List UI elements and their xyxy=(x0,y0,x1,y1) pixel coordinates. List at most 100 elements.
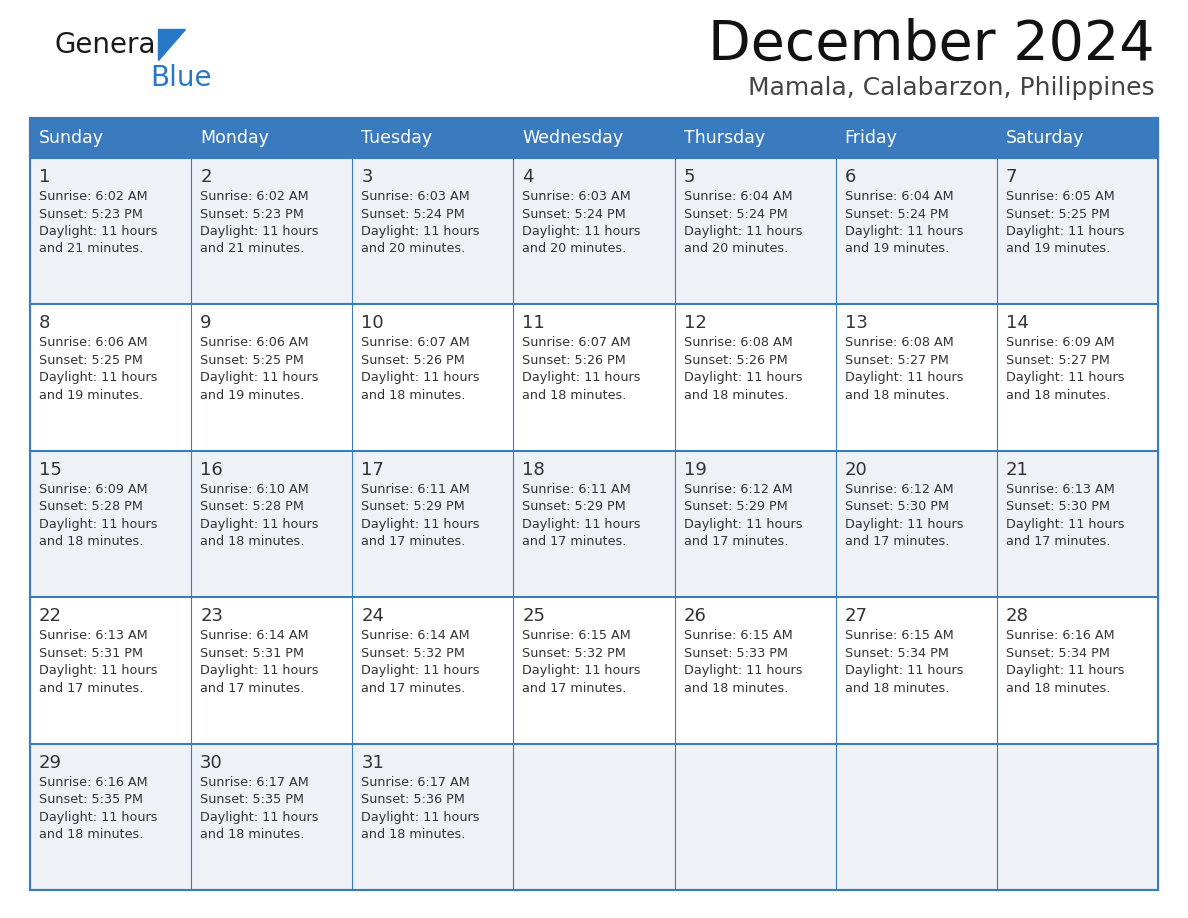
Text: Sunset: 5:28 PM: Sunset: 5:28 PM xyxy=(39,500,143,513)
Text: Daylight: 11 hours: Daylight: 11 hours xyxy=(523,225,642,238)
Text: Sunrise: 6:08 AM: Sunrise: 6:08 AM xyxy=(683,336,792,350)
Text: Sunset: 5:28 PM: Sunset: 5:28 PM xyxy=(200,500,304,513)
Text: Sunset: 5:30 PM: Sunset: 5:30 PM xyxy=(845,500,949,513)
Text: Sunrise: 6:04 AM: Sunrise: 6:04 AM xyxy=(845,190,953,203)
Text: Daylight: 11 hours: Daylight: 11 hours xyxy=(683,518,802,531)
Text: and 18 minutes.: and 18 minutes. xyxy=(683,682,788,695)
Text: and 17 minutes.: and 17 minutes. xyxy=(845,535,949,548)
Text: Daylight: 11 hours: Daylight: 11 hours xyxy=(1006,665,1124,677)
Text: 4: 4 xyxy=(523,168,533,186)
Text: Wednesday: Wednesday xyxy=(523,129,624,147)
Text: Daylight: 11 hours: Daylight: 11 hours xyxy=(361,665,480,677)
Text: Daylight: 11 hours: Daylight: 11 hours xyxy=(683,665,802,677)
Text: Sunrise: 6:06 AM: Sunrise: 6:06 AM xyxy=(200,336,309,350)
Text: and 18 minutes.: and 18 minutes. xyxy=(361,389,466,402)
Text: Friday: Friday xyxy=(845,129,898,147)
Text: Sunset: 5:25 PM: Sunset: 5:25 PM xyxy=(200,354,304,367)
Text: 12: 12 xyxy=(683,314,707,332)
Text: Sunset: 5:35 PM: Sunset: 5:35 PM xyxy=(39,793,143,806)
Text: 6: 6 xyxy=(845,168,857,186)
Text: Sunrise: 6:04 AM: Sunrise: 6:04 AM xyxy=(683,190,792,203)
Text: and 18 minutes.: and 18 minutes. xyxy=(683,389,788,402)
Text: 5: 5 xyxy=(683,168,695,186)
Text: and 20 minutes.: and 20 minutes. xyxy=(523,242,627,255)
Text: 21: 21 xyxy=(1006,461,1029,479)
Text: 10: 10 xyxy=(361,314,384,332)
Text: Sunrise: 6:10 AM: Sunrise: 6:10 AM xyxy=(200,483,309,496)
Text: Sunrise: 6:09 AM: Sunrise: 6:09 AM xyxy=(1006,336,1114,350)
Text: Monday: Monday xyxy=(200,129,268,147)
Text: and 17 minutes.: and 17 minutes. xyxy=(361,682,466,695)
Text: and 18 minutes.: and 18 minutes. xyxy=(845,389,949,402)
Text: December 2024: December 2024 xyxy=(708,18,1155,72)
Bar xyxy=(675,118,835,158)
Text: Tuesday: Tuesday xyxy=(361,129,432,147)
Text: 13: 13 xyxy=(845,314,867,332)
Text: 25: 25 xyxy=(523,607,545,625)
Text: Daylight: 11 hours: Daylight: 11 hours xyxy=(39,518,158,531)
Bar xyxy=(30,118,1158,158)
Bar xyxy=(513,118,675,158)
Text: Daylight: 11 hours: Daylight: 11 hours xyxy=(845,518,963,531)
Text: and 21 minutes.: and 21 minutes. xyxy=(200,242,304,255)
Text: Sunrise: 6:14 AM: Sunrise: 6:14 AM xyxy=(361,629,470,643)
Text: 15: 15 xyxy=(39,461,62,479)
Text: Sunrise: 6:13 AM: Sunrise: 6:13 AM xyxy=(1006,483,1114,496)
Text: Sunset: 5:29 PM: Sunset: 5:29 PM xyxy=(361,500,465,513)
Text: 14: 14 xyxy=(1006,314,1029,332)
Text: Sunrise: 6:02 AM: Sunrise: 6:02 AM xyxy=(39,190,147,203)
Bar xyxy=(30,118,1158,890)
Text: 9: 9 xyxy=(200,314,211,332)
Text: Sunset: 5:34 PM: Sunset: 5:34 PM xyxy=(1006,646,1110,660)
Text: Sunset: 5:24 PM: Sunset: 5:24 PM xyxy=(361,207,465,220)
Text: Sunset: 5:33 PM: Sunset: 5:33 PM xyxy=(683,646,788,660)
Text: 30: 30 xyxy=(200,754,223,772)
Text: Daylight: 11 hours: Daylight: 11 hours xyxy=(200,811,318,823)
Text: and 18 minutes.: and 18 minutes. xyxy=(39,828,144,841)
Text: Sunset: 5:27 PM: Sunset: 5:27 PM xyxy=(845,354,948,367)
Bar xyxy=(30,118,191,158)
Text: Sunrise: 6:15 AM: Sunrise: 6:15 AM xyxy=(523,629,631,643)
Text: Daylight: 11 hours: Daylight: 11 hours xyxy=(39,665,158,677)
Text: Sunrise: 6:12 AM: Sunrise: 6:12 AM xyxy=(845,483,953,496)
Text: 2: 2 xyxy=(200,168,211,186)
Bar xyxy=(353,118,513,158)
Text: 19: 19 xyxy=(683,461,707,479)
Text: Daylight: 11 hours: Daylight: 11 hours xyxy=(361,811,480,823)
Text: Daylight: 11 hours: Daylight: 11 hours xyxy=(200,665,318,677)
Bar xyxy=(30,158,1158,305)
Text: and 18 minutes.: and 18 minutes. xyxy=(845,682,949,695)
Text: and 18 minutes.: and 18 minutes. xyxy=(361,828,466,841)
Text: 17: 17 xyxy=(361,461,384,479)
Bar xyxy=(997,118,1158,158)
Text: and 18 minutes.: and 18 minutes. xyxy=(200,535,304,548)
Text: 8: 8 xyxy=(39,314,50,332)
Text: Sunset: 5:35 PM: Sunset: 5:35 PM xyxy=(200,793,304,806)
Text: Sunrise: 6:13 AM: Sunrise: 6:13 AM xyxy=(39,629,147,643)
Text: Daylight: 11 hours: Daylight: 11 hours xyxy=(845,225,963,238)
Text: and 18 minutes.: and 18 minutes. xyxy=(1006,389,1111,402)
Bar xyxy=(30,451,1158,598)
Bar xyxy=(30,744,1158,890)
Text: and 19 minutes.: and 19 minutes. xyxy=(845,242,949,255)
Polygon shape xyxy=(158,29,185,60)
Text: and 20 minutes.: and 20 minutes. xyxy=(361,242,466,255)
Text: Daylight: 11 hours: Daylight: 11 hours xyxy=(523,518,642,531)
Text: Daylight: 11 hours: Daylight: 11 hours xyxy=(200,225,318,238)
Text: and 18 minutes.: and 18 minutes. xyxy=(1006,682,1111,695)
Text: Sunrise: 6:03 AM: Sunrise: 6:03 AM xyxy=(361,190,470,203)
Text: 24: 24 xyxy=(361,607,384,625)
Text: and 18 minutes.: and 18 minutes. xyxy=(200,828,304,841)
Text: and 17 minutes.: and 17 minutes. xyxy=(523,682,627,695)
Text: 31: 31 xyxy=(361,754,384,772)
Text: Sunrise: 6:15 AM: Sunrise: 6:15 AM xyxy=(845,629,954,643)
Text: Sunset: 5:34 PM: Sunset: 5:34 PM xyxy=(845,646,948,660)
Text: 11: 11 xyxy=(523,314,545,332)
Text: 20: 20 xyxy=(845,461,867,479)
Text: and 17 minutes.: and 17 minutes. xyxy=(683,535,788,548)
Text: Sunset: 5:30 PM: Sunset: 5:30 PM xyxy=(1006,500,1110,513)
Text: Sunrise: 6:05 AM: Sunrise: 6:05 AM xyxy=(1006,190,1114,203)
Text: and 19 minutes.: and 19 minutes. xyxy=(39,389,144,402)
Text: Sunrise: 6:17 AM: Sunrise: 6:17 AM xyxy=(361,776,470,789)
Text: Sunset: 5:29 PM: Sunset: 5:29 PM xyxy=(683,500,788,513)
